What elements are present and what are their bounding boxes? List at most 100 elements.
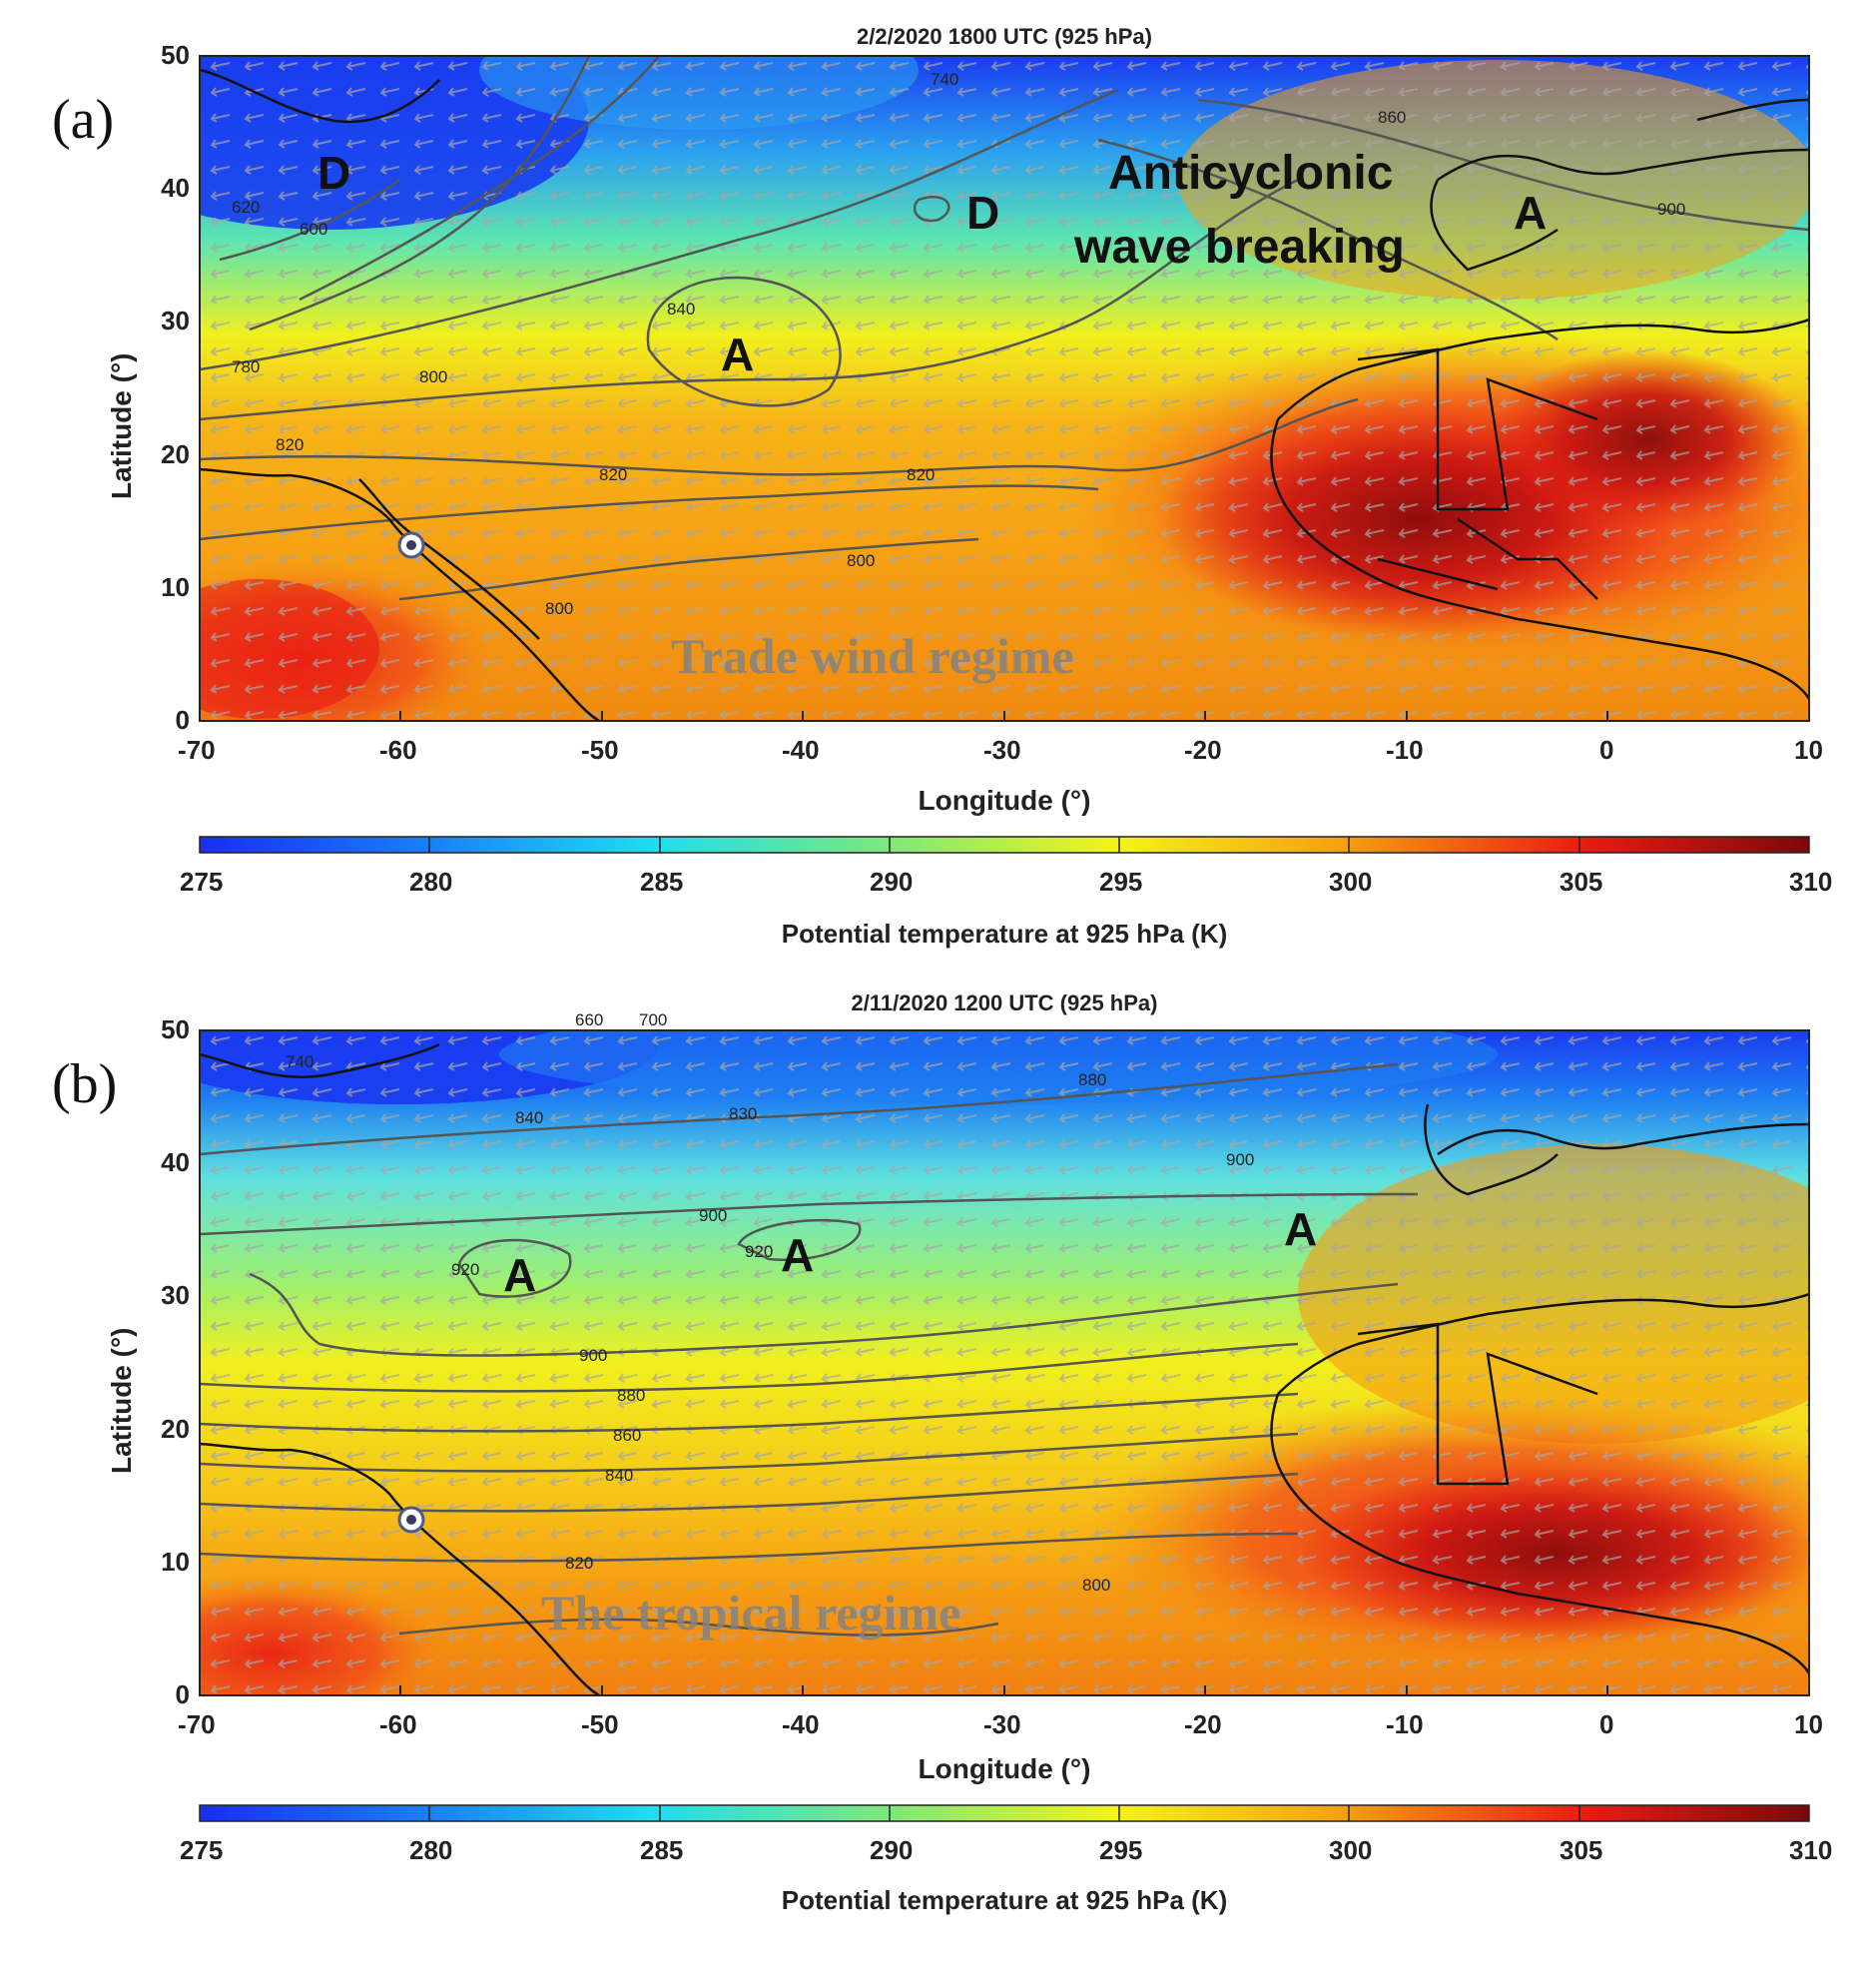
x-tick: 0 [1599, 1709, 1614, 1739]
map-title-b: 2/11/2020 1200 UTC (925 hPa) [851, 990, 1158, 1015]
colorbar-tick: 300 [1329, 867, 1373, 897]
contour-label: 900 [699, 1206, 728, 1225]
contour-label: 800 [419, 367, 448, 386]
colorbar-tick: 305 [1560, 1835, 1603, 1865]
map-title-a: 2/2/2020 1800 UTC (925 hPa) [857, 24, 1152, 49]
high-pressure-label: A [781, 1229, 815, 1281]
map-field [200, 56, 1809, 721]
contour-label: 740 [931, 70, 959, 89]
wave-breaking-label-line2: wave breaking [1074, 221, 1405, 274]
x-tick: 0 [1599, 735, 1614, 765]
y-tick: 10 [161, 572, 190, 602]
contour-label: 900 [579, 1346, 608, 1365]
contour-label: 900 [1657, 200, 1686, 219]
panel-letter-b: (b) [52, 1053, 118, 1115]
y-tick: 30 [161, 1280, 190, 1310]
x-tick: -20 [1184, 735, 1222, 765]
contour-label: 700 [639, 1010, 668, 1029]
y-axis-label-b: Latitude (°) [106, 1327, 137, 1474]
x-tick: -40 [782, 1709, 820, 1739]
colorbar-tick: 290 [870, 867, 914, 897]
x-tick: 10 [1794, 1709, 1823, 1739]
contour-label: 820 [599, 465, 628, 484]
colorbar-tick: 295 [1099, 1835, 1143, 1865]
y-axis-label-a: Latitude (°) [106, 352, 137, 499]
colorbar-tick: 280 [409, 867, 453, 897]
colorbar-tick: 285 [640, 1835, 684, 1865]
y-tick: 40 [161, 173, 190, 203]
regime-label-a: Trade wind regime [671, 628, 1074, 684]
contour-label: 660 [575, 1010, 604, 1029]
contour-label: 800 [847, 551, 876, 570]
contour-label: 820 [276, 435, 305, 454]
contour-label: 780 [232, 357, 261, 376]
y-tick: 50 [161, 40, 190, 70]
x-tick: -50 [581, 735, 619, 765]
wave-breaking-label-line1: Anticyclonic [1108, 147, 1394, 200]
panel-letter-a: (a) [52, 89, 115, 151]
contour-label: 600 [300, 220, 328, 239]
colorbar-tick: 310 [1789, 1835, 1833, 1865]
x-tick: -50 [581, 1709, 619, 1739]
contour-label: 620 [232, 198, 261, 217]
contour-label: 860 [1378, 108, 1407, 127]
y-tick: 10 [161, 1547, 190, 1577]
colorbar-a [199, 836, 1810, 854]
colorbar-tick: 295 [1099, 867, 1143, 897]
y-tick: 20 [161, 439, 190, 469]
y-tick: 50 [161, 1014, 190, 1044]
map-field [200, 1030, 1809, 1695]
colorbar-tick: 300 [1329, 1835, 1373, 1865]
x-axis-label-b: Longitude (°) [918, 1753, 1091, 1784]
colorbar-label-b: Potential temperature at 925 hPa (K) [781, 1885, 1228, 1915]
x-tick: -10 [1386, 1709, 1424, 1739]
contour-label: 800 [545, 599, 574, 618]
low-pressure-label: D [317, 147, 351, 199]
contour-label: 880 [1078, 1070, 1107, 1089]
contour-label: 880 [617, 1386, 646, 1405]
contour-label: 900 [1226, 1150, 1255, 1169]
contour-label: 830 [729, 1104, 758, 1123]
x-axis-label-a: Longitude (°) [918, 785, 1091, 816]
contour-label: 840 [605, 1466, 634, 1485]
x-tick: -60 [379, 735, 417, 765]
x-tick: -20 [1184, 1709, 1222, 1739]
contour-label: 820 [565, 1554, 594, 1573]
colorbar-tick: 275 [180, 1835, 224, 1865]
contour-label: 840 [667, 300, 696, 319]
x-tick: -70 [178, 1709, 216, 1739]
colorbar-tick: 285 [640, 867, 684, 897]
x-tick: 10 [1794, 735, 1823, 765]
contour-label: 800 [1082, 1576, 1111, 1595]
contour-label: 820 [907, 465, 936, 484]
x-tick: -30 [983, 735, 1021, 765]
panel-b: (b) 2/11/2020 1200 UTC (925 hPa) Latitud… [0, 975, 1876, 1961]
x-tick: -70 [178, 735, 216, 765]
x-tick: -30 [983, 1709, 1021, 1739]
x-tick: -10 [1386, 735, 1424, 765]
regime-label-b: The tropical regime [541, 1585, 961, 1641]
y-tick: 30 [161, 306, 190, 335]
high-pressure-label: A [1284, 1203, 1318, 1255]
colorbar-tick: 290 [870, 1835, 914, 1865]
y-tick: 40 [161, 1147, 190, 1177]
contour-label: 840 [515, 1108, 544, 1127]
low-pressure-label: D [966, 187, 1000, 239]
colorbar-tick: 280 [409, 1835, 453, 1865]
high-pressure-label: A [1514, 187, 1548, 239]
contour-label: 920 [745, 1242, 774, 1261]
colorbar-tick: 310 [1789, 867, 1833, 897]
panel-a: (a) 2/2/2020 1800 UTC (925 hPa) Latitude… [0, 0, 1876, 986]
high-pressure-label: A [721, 329, 755, 380]
colorbar-label-a: Potential temperature at 925 hPa (K) [781, 919, 1228, 949]
colorbar-tick: 275 [180, 867, 224, 897]
y-tick: 20 [161, 1414, 190, 1444]
contour-label: 740 [286, 1052, 314, 1071]
x-tick: -60 [379, 1709, 417, 1739]
colorbar-b [199, 1804, 1810, 1822]
contour-label: 920 [451, 1260, 480, 1279]
map-a-svg [199, 55, 1810, 854]
y-tick: 0 [175, 1679, 190, 1709]
contour-label: 860 [613, 1426, 642, 1445]
y-tick: 0 [175, 705, 190, 735]
